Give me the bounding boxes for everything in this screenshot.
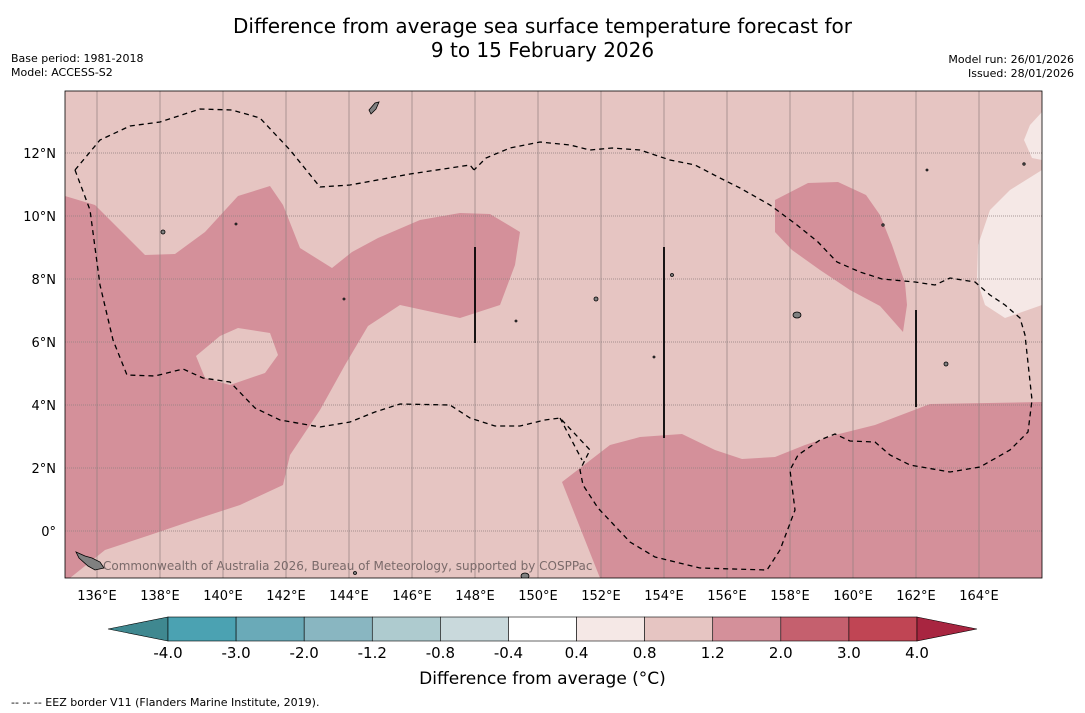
eez-border-south [559,417,583,461]
cbar-swatch [371,616,441,642]
lon-label: 148°E [455,589,495,604]
cbar-tick-label: 3.0 [837,644,861,662]
lat-label: 4°N [32,399,57,414]
cbar-extend-high [916,616,978,642]
eez-footnote: -- -- -- EEZ border V11 (Flanders Marine… [11,696,320,709]
colorbar-label: Difference from average (°C) [419,669,666,689]
warm-region-west [65,186,520,578]
lon-label: 156°E [707,589,747,604]
lat-label: 10°N [23,210,56,225]
cbar-tick-label: 0.4 [565,644,589,662]
eez-border-west [74,141,1033,571]
island-palau [368,101,380,115]
base-period: Base period: 1981-2018 [11,52,144,65]
cbar-swatch [780,616,850,642]
lon-label: 146°E [392,589,432,604]
island-east [792,311,802,319]
longitude-labels: 136°E 138°E 140°E 142°E 144°E 146°E 148°… [77,589,999,604]
lon-label: 160°E [833,589,873,604]
cbar-tick-label: 2.0 [769,644,793,662]
meta-left: Base period: 1981-2018 Model: ACCESS-S2 [11,52,143,80]
lon-label: 140°E [203,589,243,604]
lon-label: 154°E [644,589,684,604]
cbar-swatches [167,616,918,642]
cbar-tick-label: -1.2 [358,644,387,662]
lon-label: 138°E [140,589,180,604]
lat-label: 2°N [32,462,57,477]
cbar-tick-label: -4.0 [153,644,182,662]
eez-border-palau [74,108,475,188]
island-south [520,572,530,578]
lon-label: 158°E [770,589,810,604]
map-credit: Commonwealth of Australia 2026, Bureau o… [103,559,593,573]
cbar-ticks: -4.0 -3.0 -2.0 -1.2 -0.8 -0.4 0.4 0.8 1.2 2.0 3.0 4… [153,644,929,662]
cbar-tick-label: -2.0 [290,644,319,662]
cbar-swatch [508,616,577,642]
light-region-corner [1024,112,1042,160]
model-run: Model run: 26/01/2026 [948,53,1074,66]
cbar-tick-label: -0.4 [494,644,523,662]
map-frame [64,90,1043,579]
islands [75,101,1026,578]
lon-label: 162°E [896,589,936,604]
meta-right: Model run: 26/01/2026 Issued: 28/01/2026 [948,53,1074,81]
warm-region-south [562,402,1042,578]
warm-region-northeast [775,182,907,332]
lat-label: 8°N [32,273,57,288]
cbar-swatch [848,616,918,642]
cbar-swatch [644,616,714,642]
graticule-lat [65,152,1042,532]
lat-label: 6°N [32,336,57,351]
graticule [96,91,980,578]
cbar-tick-label: 4.0 [905,644,929,662]
latitude-labels: 12°N 10°N 8°N 6°N 4°N 2°N 0° [23,147,56,540]
lon-label: 164°E [959,589,999,604]
cbar-tick-label: -3.0 [221,644,250,662]
lon-label: 136°E [77,589,117,604]
title-line-1: Difference from average sea surface temp… [232,14,852,38]
cbar-extend-low [107,616,169,642]
cbar-swatch [235,616,305,642]
model-name: Model: ACCESS-S2 [11,66,113,79]
cbar-swatch [167,616,237,642]
lon-label: 152°E [581,589,621,604]
cbar-tick-label: 0.8 [633,644,657,662]
title-line-2: 9 to 15 February 2026 [430,38,655,62]
cbar-swatch [576,616,645,642]
lon-label: 144°E [329,589,369,604]
cbar-swatch [303,616,373,642]
cbar-tick-label: 1.2 [701,644,725,662]
longitude-markers [474,247,917,438]
chart-title: Difference from average sea surface temp… [0,14,1085,62]
cbar-swatch [712,616,782,642]
lat-label: 12°N [23,147,56,162]
issued-date: Issued: 28/01/2026 [967,67,1074,80]
cbar-swatch [440,616,509,642]
lon-label: 142°E [266,589,306,604]
light-region-east [977,170,1042,318]
island-halmahera [75,551,105,571]
lat-label: 0° [41,525,56,540]
cbar-tick-label: -0.8 [426,644,455,662]
lon-label: 150°E [518,589,558,604]
